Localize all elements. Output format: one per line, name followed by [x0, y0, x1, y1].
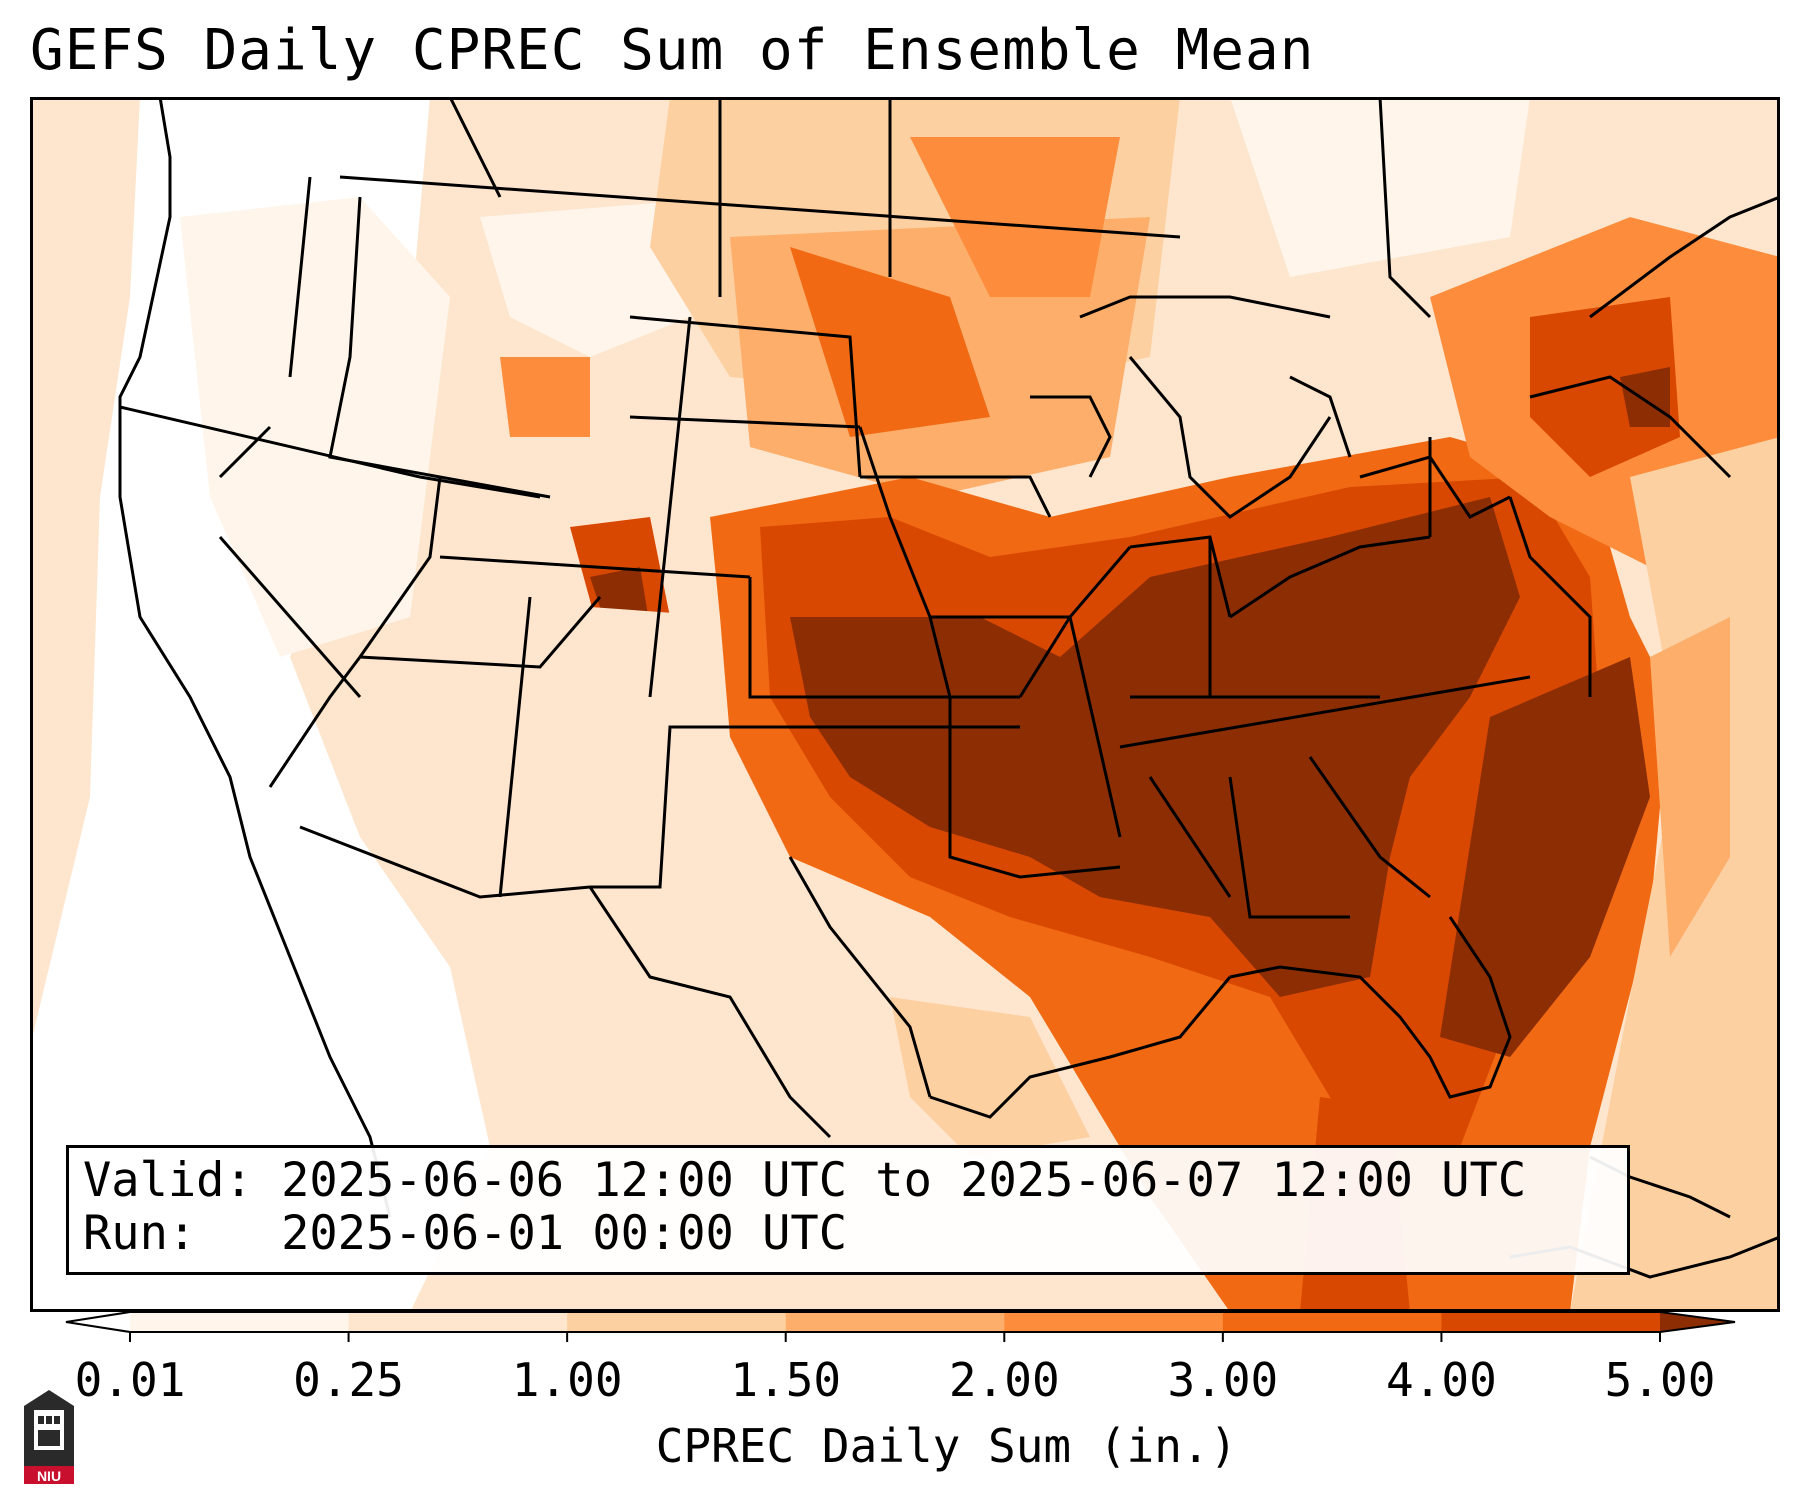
colorbar-extend-max — [1660, 1312, 1735, 1332]
colorbar-tick-label: 3.00 — [1167, 1353, 1279, 1407]
colorbar-segment — [1441, 1312, 1661, 1332]
colorbar-segment — [567, 1312, 787, 1332]
colorbar — [65, 1311, 1736, 1342]
svg-text:NIU: NIU — [37, 1468, 61, 1484]
colorbar-outline — [65, 1311, 1736, 1333]
colorbar-segment — [1222, 1312, 1442, 1332]
info-box: Valid: 2025-06-06 12:00 UTC to 2025-06-0… — [66, 1145, 1630, 1275]
colorbar-tick-label: 5.00 — [1604, 1353, 1716, 1407]
colorbar-tick-label: 4.00 — [1386, 1353, 1497, 1407]
colorbar-label: CPREC Daily Sum (in.) — [655, 1419, 1238, 1473]
valid-time: Valid: 2025-06-06 12:00 UTC to 2025-06-0… — [83, 1153, 1527, 1208]
map-border — [30, 97, 1780, 1312]
colorbar-segment — [130, 1312, 350, 1332]
niu-logo-icon: NIU — [24, 1390, 74, 1484]
colorbar-segment — [348, 1312, 568, 1332]
colorbar-segment — [1004, 1312, 1224, 1332]
colorbar-tick-label: 0.25 — [293, 1353, 404, 1407]
colorbar-tick-label: 1.50 — [730, 1353, 842, 1407]
colorbar-tick-label: 1.00 — [511, 1353, 623, 1407]
precip-field — [30, 97, 1780, 1312]
colorbar-extend-min — [66, 1312, 130, 1332]
page-title: GEFS Daily CPREC Sum of Ensemble Mean — [30, 18, 1315, 83]
colorbar-tick-label: 0.01 — [74, 1353, 186, 1407]
state-borders — [118, 97, 1780, 1279]
colorbar-segment — [785, 1312, 1005, 1332]
precipitation-map — [30, 97, 1780, 1312]
colorbar-tick-label: 2.00 — [948, 1353, 1060, 1407]
run-time: Run: 2025-06-01 00:00 UTC — [83, 1206, 848, 1261]
